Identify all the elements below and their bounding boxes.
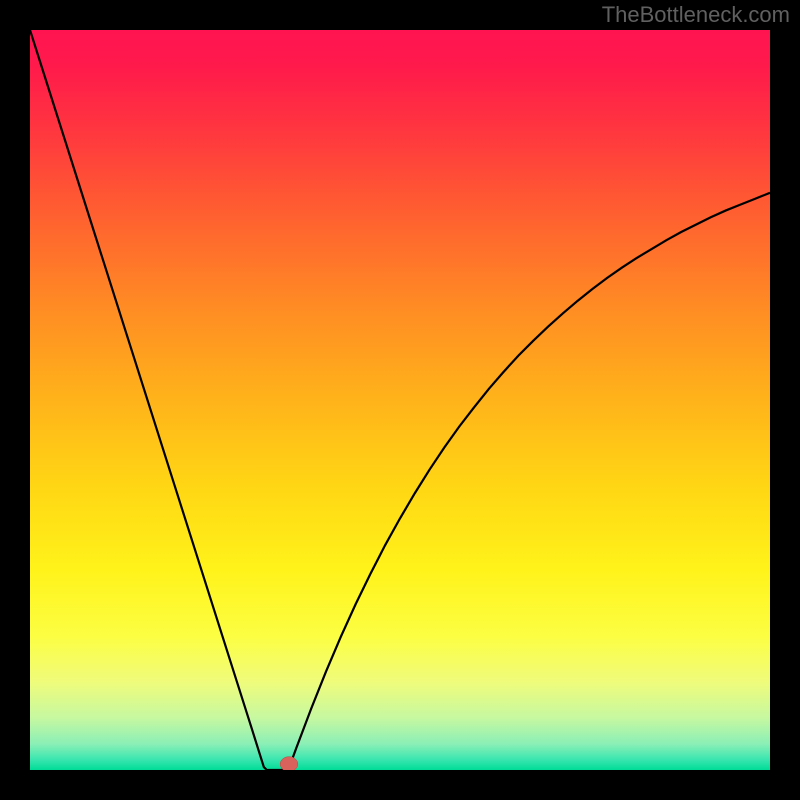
chart-outer-frame: TheBottleneck.com [0,0,800,800]
curve-layer [30,30,770,770]
minimum-marker [280,757,298,770]
plot-area [30,30,770,770]
watermark-text: TheBottleneck.com [602,2,790,28]
bottleneck-curve [30,30,770,770]
